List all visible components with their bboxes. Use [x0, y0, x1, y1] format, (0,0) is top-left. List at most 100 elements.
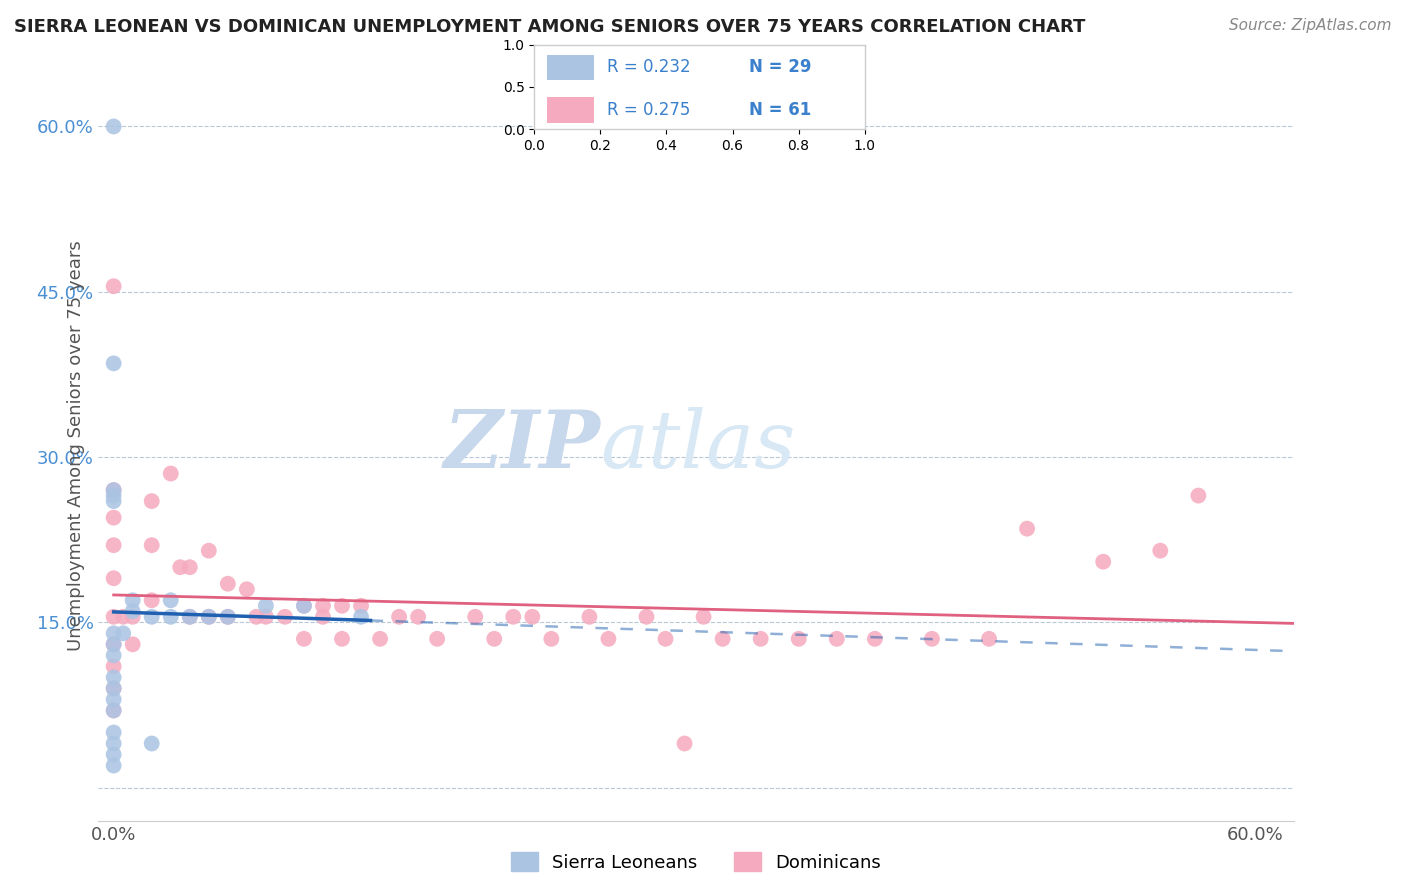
Point: [141, 609, 163, 624]
Point: [1092, 555, 1115, 569]
Point: [169, 560, 191, 574]
Point: [103, 725, 125, 739]
Point: [141, 593, 163, 607]
Point: [121, 593, 143, 607]
Point: [406, 609, 429, 624]
Point: [159, 609, 181, 624]
Point: [292, 632, 315, 646]
Point: [292, 599, 315, 613]
Point: [330, 632, 353, 646]
Y-axis label: Unemployment Among Seniors over 75 years: Unemployment Among Seniors over 75 years: [66, 241, 84, 651]
Text: atlas: atlas: [600, 408, 796, 484]
Point: [1149, 543, 1171, 558]
Point: [1187, 489, 1209, 503]
Point: [921, 632, 943, 646]
Point: [217, 609, 239, 624]
Point: [711, 632, 734, 646]
Point: [103, 637, 125, 651]
Point: [598, 632, 620, 646]
Text: R = 0.275: R = 0.275: [607, 101, 690, 119]
Point: [103, 538, 125, 552]
Point: [103, 279, 125, 293]
Point: [103, 681, 125, 696]
Point: [179, 609, 201, 624]
Point: [236, 582, 259, 597]
Point: [578, 609, 600, 624]
Text: ZIP: ZIP: [443, 408, 600, 484]
Point: [103, 703, 125, 717]
Point: [654, 632, 676, 646]
Point: [103, 648, 125, 663]
Point: [141, 494, 163, 508]
Point: [198, 543, 221, 558]
Point: [292, 599, 315, 613]
Point: [112, 626, 135, 640]
Point: [103, 489, 125, 503]
FancyBboxPatch shape: [547, 97, 593, 122]
Point: [198, 609, 221, 624]
Point: [825, 632, 848, 646]
Point: [863, 632, 886, 646]
Point: [121, 604, 143, 618]
Point: [502, 609, 524, 624]
Text: R = 0.232: R = 0.232: [607, 59, 690, 77]
Point: [103, 483, 125, 497]
Point: [103, 510, 125, 524]
Text: N = 29: N = 29: [749, 59, 811, 77]
Point: [350, 609, 373, 624]
Point: [368, 632, 391, 646]
Point: [103, 747, 125, 762]
Point: [312, 609, 335, 624]
Point: [1017, 522, 1039, 536]
Point: [217, 609, 239, 624]
Point: [692, 609, 714, 624]
Point: [141, 538, 163, 552]
Point: [141, 737, 163, 751]
Point: [673, 737, 696, 751]
Point: [103, 609, 125, 624]
Point: [103, 483, 125, 497]
FancyBboxPatch shape: [547, 54, 593, 80]
Point: [330, 599, 353, 613]
Point: [103, 356, 125, 370]
Point: [103, 120, 125, 134]
Point: [977, 632, 1000, 646]
Point: [103, 659, 125, 673]
Legend: Sierra Leoneans, Dominicans: Sierra Leoneans, Dominicans: [503, 846, 889, 879]
Text: N = 61: N = 61: [749, 101, 811, 119]
Point: [103, 692, 125, 706]
Point: [179, 560, 201, 574]
Point: [159, 593, 181, 607]
Point: [103, 626, 125, 640]
Point: [464, 609, 486, 624]
Point: [103, 571, 125, 585]
Point: [245, 609, 267, 624]
Text: Source: ZipAtlas.com: Source: ZipAtlas.com: [1229, 18, 1392, 33]
Point: [103, 703, 125, 717]
Point: [254, 609, 277, 624]
Point: [749, 632, 772, 646]
Point: [103, 758, 125, 772]
Point: [636, 609, 658, 624]
Point: [198, 609, 221, 624]
Point: [103, 494, 125, 508]
Point: [388, 609, 411, 624]
Point: [103, 670, 125, 684]
Point: [312, 599, 335, 613]
Point: [103, 737, 125, 751]
Point: [426, 632, 449, 646]
Point: [484, 632, 506, 646]
Point: [121, 609, 143, 624]
Point: [112, 609, 135, 624]
Point: [254, 599, 277, 613]
Point: [103, 681, 125, 696]
Point: [787, 632, 810, 646]
Point: [217, 576, 239, 591]
Point: [540, 632, 562, 646]
Text: SIERRA LEONEAN VS DOMINICAN UNEMPLOYMENT AMONG SENIORS OVER 75 YEARS CORRELATION: SIERRA LEONEAN VS DOMINICAN UNEMPLOYMENT…: [14, 18, 1085, 36]
Point: [103, 637, 125, 651]
Point: [350, 599, 373, 613]
Point: [274, 609, 297, 624]
Point: [522, 609, 544, 624]
Point: [121, 637, 143, 651]
